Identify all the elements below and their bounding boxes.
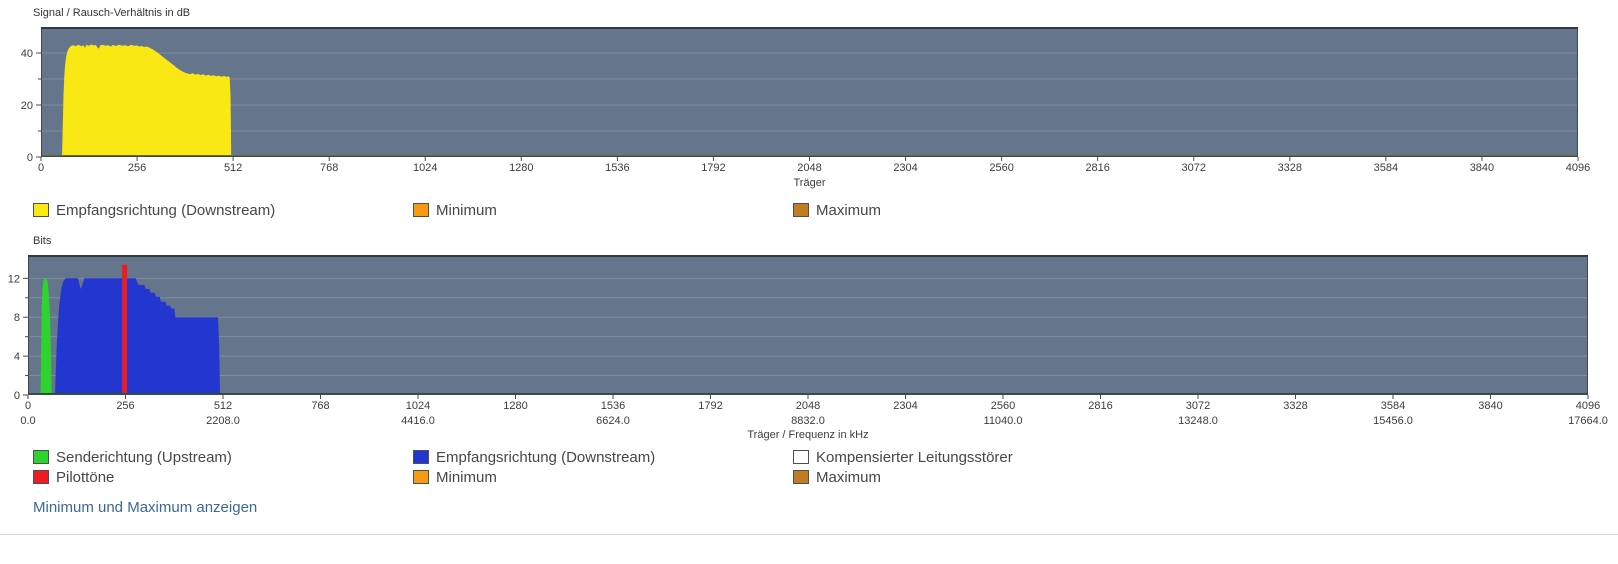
dsl-spectrum-panel: Signal / Rausch-Verhältnis in dB 0 20 40 0 2… xyxy=(0,6,1618,535)
x-tick-label: 3328 xyxy=(1283,400,1307,412)
bits-chart-title: Bits xyxy=(33,235,52,247)
legend-item-maximum-bits: Maximum xyxy=(793,467,881,487)
bottom-divider xyxy=(0,534,1618,535)
x-tick-label: 3840 xyxy=(1470,162,1494,174)
minimum-bits-swatch-icon xyxy=(413,470,429,484)
legend-label: Minimum xyxy=(436,468,497,486)
freq-tick-label: 4416.0 xyxy=(401,415,435,427)
x-tick-label: 2816 xyxy=(1088,400,1112,412)
x-tick-label: 4096 xyxy=(1576,400,1600,412)
freq-tick-label: 2208.0 xyxy=(206,415,240,427)
plot-area xyxy=(28,255,1588,395)
freq-tick-label: 6624.0 xyxy=(596,415,630,427)
y-tick-label: 8 xyxy=(14,312,20,324)
x-axis-label: Träger xyxy=(794,177,826,189)
freq-tick-label: 11040.0 xyxy=(984,415,1023,427)
x-tick-label: 512 xyxy=(224,162,242,174)
x-tick-label: 2304 xyxy=(893,162,917,174)
y-tick-label: 0 xyxy=(14,390,20,402)
bits-chart: 0 4 8 12 0 256 512 768 1024 1280 1536 1792 2048 2304 2… xyxy=(8,255,1608,441)
pilottoene-swatch-icon xyxy=(33,470,49,484)
y-tick-label: 40 xyxy=(21,48,33,60)
legend-label: Empfangsrichtung (Downstream) xyxy=(436,448,656,466)
legend-label: Empfangsrichtung (Downstream) xyxy=(56,201,276,219)
x-tick-label: 3584 xyxy=(1381,400,1405,412)
x-tick-label: 0 xyxy=(25,400,31,412)
senderichtung-upstream-area xyxy=(40,278,52,395)
downstream-swatch-icon xyxy=(33,203,49,217)
x-tick-label: 1536 xyxy=(601,400,625,412)
x-tick-label: 1792 xyxy=(698,400,722,412)
x-tick-label: 0 xyxy=(38,162,44,174)
y-tick-label: 4 xyxy=(14,351,20,363)
legend-item-maximum: Maximum xyxy=(793,200,881,220)
y-tick-label: 0 xyxy=(27,152,33,164)
kompensierter-swatch-icon xyxy=(793,450,809,464)
legend-label: Senderichtung (Upstream) xyxy=(56,448,232,466)
x-tick-label: 1792 xyxy=(701,162,725,174)
x-tick-label: 3328 xyxy=(1278,162,1302,174)
x-tick-label: 3584 xyxy=(1374,162,1398,174)
empfangsrichtung-downstream-area xyxy=(62,44,232,157)
legend-item-upstream: Senderichtung (Upstream) xyxy=(33,447,232,467)
legend-item-pilottoene: Pilottöne xyxy=(33,467,114,487)
freq-tick-label: 0.0 xyxy=(20,415,35,427)
x-tick-label: 4096 xyxy=(1566,162,1590,174)
maximum-bits-swatch-icon xyxy=(793,470,809,484)
x-tick-label: 768 xyxy=(320,162,338,174)
x-tick-label: 1024 xyxy=(413,162,437,174)
bits-legend-row2: Pilottöne Minimum Maximum xyxy=(0,467,1618,487)
x-tick-label: 768 xyxy=(311,400,329,412)
x-tick-label: 1280 xyxy=(509,162,533,174)
x-tick-label: 2560 xyxy=(991,400,1015,412)
y-tick-label: 12 xyxy=(8,273,20,285)
x-tick-label: 2048 xyxy=(796,400,820,412)
legend-item-downstream-bits: Empfangsrichtung (Downstream) xyxy=(413,447,655,467)
legend-item-downstream: Empfangsrichtung (Downstream) xyxy=(33,200,275,220)
snr-chart-title: Signal / Rausch-Verhältnis in dB xyxy=(33,7,191,19)
maximum-swatch-icon xyxy=(793,203,809,217)
x-tick-label: 1280 xyxy=(503,400,527,412)
x-tick-label: 2304 xyxy=(893,400,917,412)
downstream-bits-swatch-icon xyxy=(413,450,429,464)
x-tick-label: 1536 xyxy=(605,162,629,174)
x-tick-label: 2560 xyxy=(989,162,1013,174)
legend-label: Pilottöne xyxy=(56,468,115,486)
freq-tick-label: 13248.0 xyxy=(1178,415,1218,427)
legend-item-minimum: Minimum xyxy=(413,200,497,220)
pilott-ne-marker xyxy=(122,264,128,395)
legend-label: Maximum xyxy=(816,468,882,486)
x-tick-label: 256 xyxy=(116,400,134,412)
legend-label: Maximum xyxy=(816,201,882,219)
x-tick-label: 256 xyxy=(128,162,146,174)
freq-tick-label: 8832.0 xyxy=(791,415,825,427)
snr-chart: 0 20 40 0 256 512 768 1024 1280 1536 1792 2048 2304 2… xyxy=(21,27,1590,189)
freq-tick-label: 17664.0 xyxy=(1568,415,1608,427)
legend-item-kompensierter: Kompensierter Leitungsstörer xyxy=(793,447,1013,467)
legend-item-minimum-bits: Minimum xyxy=(413,467,497,487)
snr-legend: Empfangsrichtung (Downstream) Minimum Ma… xyxy=(0,200,1618,220)
empfangsrichtung-downstream-area xyxy=(55,278,220,395)
x-tick-label: 3072 xyxy=(1186,400,1210,412)
upstream-swatch-icon xyxy=(33,450,49,464)
x-tick-label: 512 xyxy=(214,400,232,412)
x-tick-label: 3072 xyxy=(1182,162,1206,174)
bits-legend-row1: Senderichtung (Upstream) Empfangsrichtun… xyxy=(0,447,1618,467)
legend-label: Kompensierter Leitungsstörer xyxy=(816,448,1013,466)
minimum-swatch-icon xyxy=(413,203,429,217)
x-tick-label: 2048 xyxy=(797,162,821,174)
x-axis-label: Träger / Frequenz in kHz xyxy=(747,429,868,441)
freq-tick-label: 15456.0 xyxy=(1373,415,1413,427)
legend-label: Minimum xyxy=(436,201,497,219)
x-tick-label: 1024 xyxy=(406,400,430,412)
y-tick-label: 20 xyxy=(21,100,33,112)
show-minmax-link[interactable]: Minimum und Maximum anzeigen xyxy=(33,499,258,516)
x-tick-label: 2816 xyxy=(1085,162,1109,174)
plot-area xyxy=(41,27,1578,157)
x-tick-label: 3840 xyxy=(1478,400,1502,412)
